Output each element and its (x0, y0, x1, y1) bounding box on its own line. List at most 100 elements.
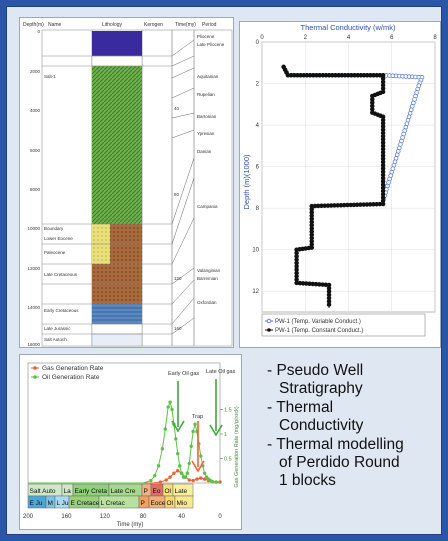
oil-point (179, 471, 184, 475)
generation-series (28, 400, 222, 484)
oil-point (191, 429, 195, 434)
unit-names: Salt-1 Boundary Lower Eocene Paleocene L… (44, 74, 79, 342)
depth-tick-7: 14000 (27, 305, 40, 310)
bullet-line: Stratigraphy (279, 380, 363, 397)
strat-label-lower: E Cretaceo (71, 500, 104, 507)
strat-header-period: Period (202, 22, 217, 28)
legend-oil: Oil Generation Rate (42, 374, 100, 381)
y-tick-label: 4 (256, 123, 260, 129)
strat-label-lower: Ol (167, 500, 174, 507)
period-names: Pliocene Late Pliocene Aquitanian Rupeli… (197, 34, 225, 305)
strat-header-name: Name (48, 22, 62, 28)
x-tick-label: 120 (100, 514, 111, 520)
period-8: Valanginian (197, 268, 221, 273)
strat-cell-upper: Eo (150, 483, 164, 497)
strat-cell-lower: P (138, 495, 150, 509)
y-tick-label: 0 (256, 40, 260, 46)
y-tick-label: 12 (252, 289, 259, 295)
unit-name-1: Boundary (44, 226, 64, 231)
strat-label-lower: E Ju (30, 500, 43, 507)
oil-point (166, 405, 170, 409)
gas-point (168, 475, 172, 479)
oil-point (214, 480, 218, 484)
oil-point (185, 471, 190, 475)
oil-point (170, 407, 174, 412)
lithology-jurassic (91, 323, 143, 335)
lithology-salt-1 (92, 66, 142, 224)
bullet-conductivity: - Thermal Conductivity (267, 399, 448, 435)
oil-point (210, 479, 215, 484)
generation-chart: 0.5 1 1.5 200 160 120 80 40 0 Gas Generation Rat… (23, 362, 240, 528)
generation-ylabel: Gas Generation Rate (mg/g/rock) (234, 406, 240, 487)
stratigraphy-panel: Depth(m) Name Lithology Kerogen Time(my)… (19, 17, 234, 348)
depth-tick-2: 4000 (30, 108, 41, 113)
legend-gas: Gas Generation Rate (42, 365, 104, 372)
strat-label-lower: Eoce (151, 500, 166, 507)
x-tick-label: 0 (260, 35, 264, 41)
conductivity-ylabel: Depth (m)(1000) (242, 154, 251, 210)
strat-cell-upper: La (61, 483, 74, 497)
unit-name-3: Paleocene (44, 250, 66, 255)
x-tick-label: 200 (23, 514, 34, 520)
conductivity-chart: Thermal Conductivity (w/mk) Depth (m)(10… (242, 23, 437, 337)
period-5: Ypresian (197, 131, 215, 136)
stratigraphy-figure: Depth(m) Name Lithology Kerogen Time(my)… (23, 22, 233, 347)
y-tick-label: 6 (256, 165, 260, 171)
x-tick-label: 160 (61, 514, 72, 520)
unit-name-0: Salt-1 (44, 74, 56, 79)
strat-label-upper: Early Creta (75, 488, 108, 495)
annotation-trap: Trap (192, 414, 203, 420)
conductivity-series (281, 64, 425, 308)
oil-point (189, 444, 193, 448)
period-0: Pliocene (197, 34, 215, 39)
strat-header-kerogen: Kerogen (144, 22, 163, 28)
depth-tick-8: 16000 (27, 342, 40, 347)
y-tick-label: 10 (252, 248, 259, 254)
annotation-late-oil: Late Oil gas (206, 369, 236, 375)
series-constant-line (283, 66, 384, 308)
generation-legend: Gas Generation Rate Oil Generation Rate (31, 365, 104, 381)
strat-label-upper: Ol (165, 488, 172, 495)
bullet-line: of Perdido Round (279, 454, 400, 471)
oil-point (174, 437, 178, 441)
strat-cell-lower: E Ju (27, 495, 47, 509)
gas-point (195, 477, 199, 481)
oil-point (202, 471, 207, 475)
layer-boundaries (42, 55, 172, 335)
time-tick-1: 80 (174, 192, 180, 197)
generation-panel: 0.5 1 1.5 200 160 120 80 40 0 Gas Generation Rat… (19, 354, 242, 530)
period-10: Oxfordian (197, 300, 217, 305)
conductivity-grid (261, 41, 436, 313)
oil-point (168, 400, 172, 404)
strat-header-lithology: Lithology (102, 22, 123, 28)
conductivity-panel: Thermal Conductivity (w/mk) Depth (m)(10… (239, 21, 441, 348)
strat-cell-lower: L Cretac (98, 495, 140, 509)
x-tick-label: 6 (390, 35, 394, 41)
bullet-line: - Pseudo Well (267, 362, 364, 379)
strat-label-lower: P (141, 500, 145, 507)
oil-point (187, 461, 191, 466)
oil-point (177, 464, 182, 468)
y-tick-label: 2 (256, 82, 260, 88)
y-tick-label: 8 (256, 206, 260, 212)
lithology-salt-autoch (91, 333, 143, 347)
strat-cell-lower: Eoce (148, 495, 166, 509)
lithology-early-cretaceous (92, 304, 142, 324)
strat-label-lower: M (48, 500, 53, 507)
x-tick-label: 40 (178, 514, 185, 520)
bullet-stratigraphy: - Pseudo Well Stratigraphy (267, 362, 448, 398)
generation-annotations: Early Oil gas Trap Late Oil gas (168, 369, 236, 473)
unit-name-5: Early Cretaceous (44, 308, 79, 313)
period-2: Aquitanian (197, 74, 219, 79)
time-tick-3: 160 (174, 326, 182, 331)
strat-header-depth: Depth(m) (23, 22, 44, 28)
strat-cell-upper: Ol (162, 483, 174, 497)
oil-point (176, 451, 180, 456)
strat-cell-lower: Mio (174, 495, 194, 509)
x-tick-label: 4 (347, 35, 351, 41)
unit-name-7: Salt Autoch. (44, 337, 68, 342)
depth-tick-0: 0 (37, 29, 40, 34)
generation-xlabel: Time (my) (117, 522, 144, 528)
strat-label-upper: Late (175, 488, 188, 495)
period-4: Bartonian (197, 114, 217, 119)
